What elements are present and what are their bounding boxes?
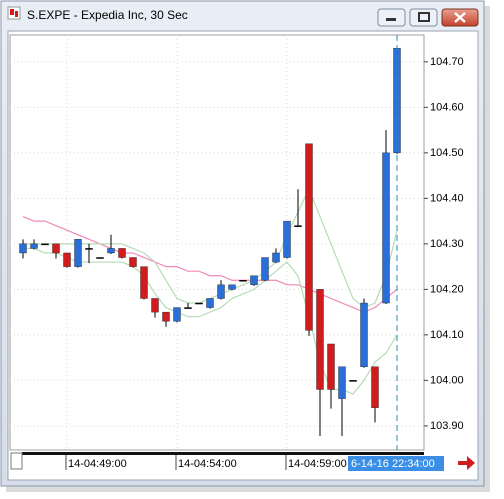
scroll-box[interactable] bbox=[10, 452, 23, 470]
candle-body bbox=[162, 311, 170, 322]
plot-area bbox=[9, 34, 425, 451]
candle-body bbox=[96, 257, 104, 259]
indicator-line bbox=[22, 216, 398, 313]
chart: 103.90 104.00 104.10 104.20 104.30 104.40 104.… bbox=[10, 35, 464, 471]
scroll-right-arrow[interactable] bbox=[458, 456, 475, 470]
candle-body bbox=[382, 152, 390, 304]
candle-body bbox=[305, 143, 313, 331]
app-icon-glyph bbox=[15, 11, 18, 17]
candle-body bbox=[261, 257, 269, 281]
app-icon-glyph bbox=[10, 9, 14, 15]
candle-body bbox=[250, 275, 258, 286]
candle-body bbox=[63, 252, 71, 267]
candle-body bbox=[349, 380, 357, 382]
y-tick-label: 104.00 bbox=[430, 374, 464, 386]
candle-body bbox=[217, 284, 225, 299]
y-tick-label: 104.60 bbox=[430, 101, 464, 113]
candle-body bbox=[360, 302, 368, 367]
candle-body bbox=[107, 248, 115, 254]
minimize-glyph bbox=[386, 18, 396, 21]
candle-body bbox=[129, 257, 137, 267]
candle-body bbox=[327, 343, 335, 390]
maximize-glyph bbox=[418, 12, 430, 22]
x-tick-label: 14-04:54:00 bbox=[178, 458, 237, 470]
candle-body bbox=[338, 366, 346, 399]
y-tick-label: 104.10 bbox=[430, 329, 464, 341]
time-axis-bar bbox=[22, 452, 424, 455]
y-tick-label: 104.40 bbox=[430, 192, 464, 204]
candle-body bbox=[173, 307, 181, 322]
candle-body bbox=[74, 239, 82, 267]
y-tick-label: 104.20 bbox=[430, 283, 464, 295]
candle-body bbox=[195, 302, 203, 305]
candle-body bbox=[283, 220, 291, 258]
candle-body bbox=[184, 307, 192, 309]
x-tick-label: 14-04:49:00 bbox=[68, 458, 127, 470]
candle-body bbox=[30, 243, 38, 249]
candle-body bbox=[41, 243, 49, 246]
candle-body bbox=[228, 284, 236, 290]
candle-body bbox=[371, 366, 379, 408]
candle-body bbox=[140, 266, 148, 299]
candle-body bbox=[294, 225, 302, 227]
candle-body bbox=[19, 243, 27, 254]
window-title: S.EXPE - Expedia Inc, 30 Sec bbox=[27, 8, 188, 22]
candle-body bbox=[52, 243, 60, 254]
y-tick-label: 104.50 bbox=[430, 147, 464, 159]
x-tick-label: 14-04:59:00 bbox=[288, 458, 347, 470]
y-tick-label: 103.90 bbox=[430, 420, 464, 432]
candle-body bbox=[316, 289, 324, 390]
candle-body bbox=[272, 252, 280, 263]
candle-body bbox=[85, 248, 93, 250]
candle-body bbox=[151, 298, 159, 313]
close-glyph bbox=[454, 12, 466, 23]
maximize-button[interactable] bbox=[409, 8, 438, 27]
minimize-button[interactable] bbox=[377, 8, 406, 27]
cursor-label-bg bbox=[348, 456, 444, 471]
y-tick-label: 104.30 bbox=[430, 238, 464, 250]
candle-body bbox=[206, 298, 214, 308]
cursor-label: 6-14-16 22:34:00 bbox=[351, 458, 435, 470]
y-tick-label: 104.70 bbox=[430, 56, 464, 68]
candle-body bbox=[239, 280, 247, 282]
candle-body bbox=[118, 248, 126, 258]
